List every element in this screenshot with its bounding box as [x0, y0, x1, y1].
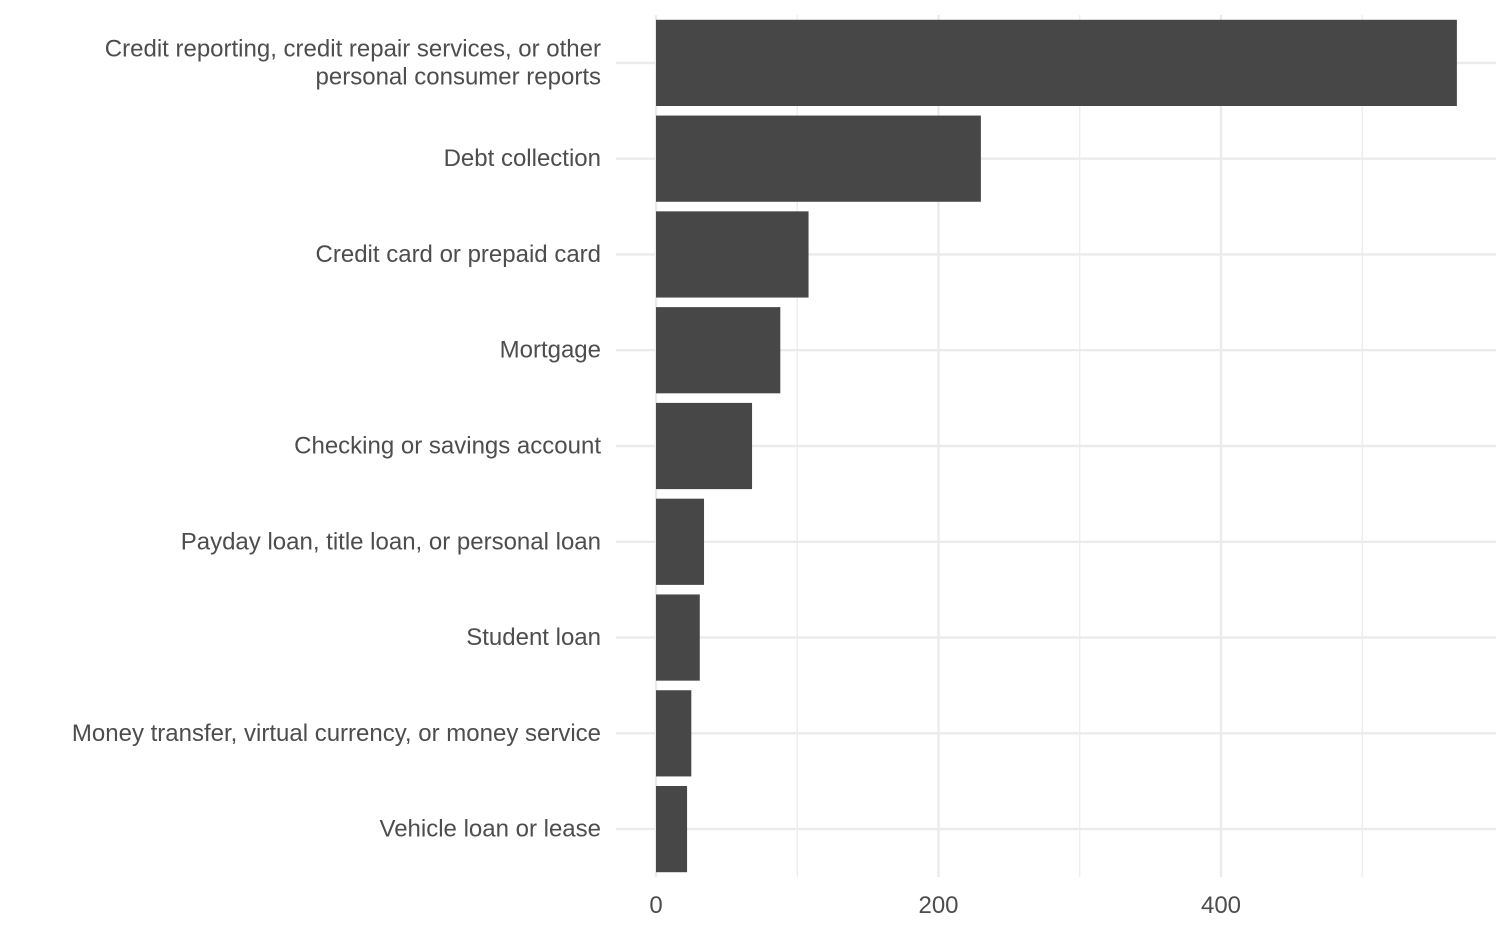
x-tick-label: 400: [1201, 892, 1241, 919]
bar: [656, 498, 705, 585]
y-tick-label-line: Debt collection: [444, 145, 601, 172]
y-tick-label-line: Payday loan, title loan, or personal loa…: [181, 528, 601, 555]
y-tick-label: Vehicle loan or lease: [380, 816, 601, 843]
y-tick-label: Student loan: [466, 624, 601, 651]
x-tick-label: 0: [649, 892, 662, 919]
y-tick-label-line: personal consumer reports: [316, 63, 601, 90]
y-tick-label: Money transfer, virtual currency, or mon…: [72, 720, 601, 747]
bars: [656, 19, 1457, 873]
x-tick-label: 200: [918, 892, 958, 919]
y-tick-label: Payday loan, title loan, or personal loa…: [181, 528, 601, 555]
y-tick-label: Debt collection: [444, 145, 601, 172]
bar: [656, 115, 981, 202]
y-tick-label: Mortgage: [500, 337, 601, 364]
grid-lines: [616, 15, 1496, 877]
y-tick-label: Credit reporting, credit repair services…: [105, 35, 601, 90]
y-tick-label-line: Vehicle loan or lease: [380, 816, 601, 843]
y-axis-tick-labels: Credit reporting, credit repair services…: [72, 35, 601, 842]
x-axis-tick-labels: 0 200 400: [649, 892, 1241, 919]
y-tick-label-line: Student loan: [466, 624, 601, 651]
y-tick-label-line: Credit reporting, credit repair services…: [105, 35, 601, 62]
bar: [656, 19, 1457, 106]
bar: [656, 786, 688, 873]
bar: [656, 402, 753, 490]
y-tick-label: Checking or savings account: [294, 433, 601, 460]
bar: [656, 307, 781, 394]
bar: [656, 594, 700, 681]
y-tick-label-line: Checking or savings account: [294, 433, 601, 460]
bar: [656, 690, 692, 777]
y-tick-label-line: Mortgage: [500, 337, 601, 364]
y-tick-label-line: Credit card or prepaid card: [316, 241, 601, 268]
y-tick-label-line: Money transfer, virtual currency, or mon…: [72, 720, 601, 747]
y-tick-label: Credit card or prepaid card: [316, 241, 601, 268]
bar: [656, 211, 809, 298]
